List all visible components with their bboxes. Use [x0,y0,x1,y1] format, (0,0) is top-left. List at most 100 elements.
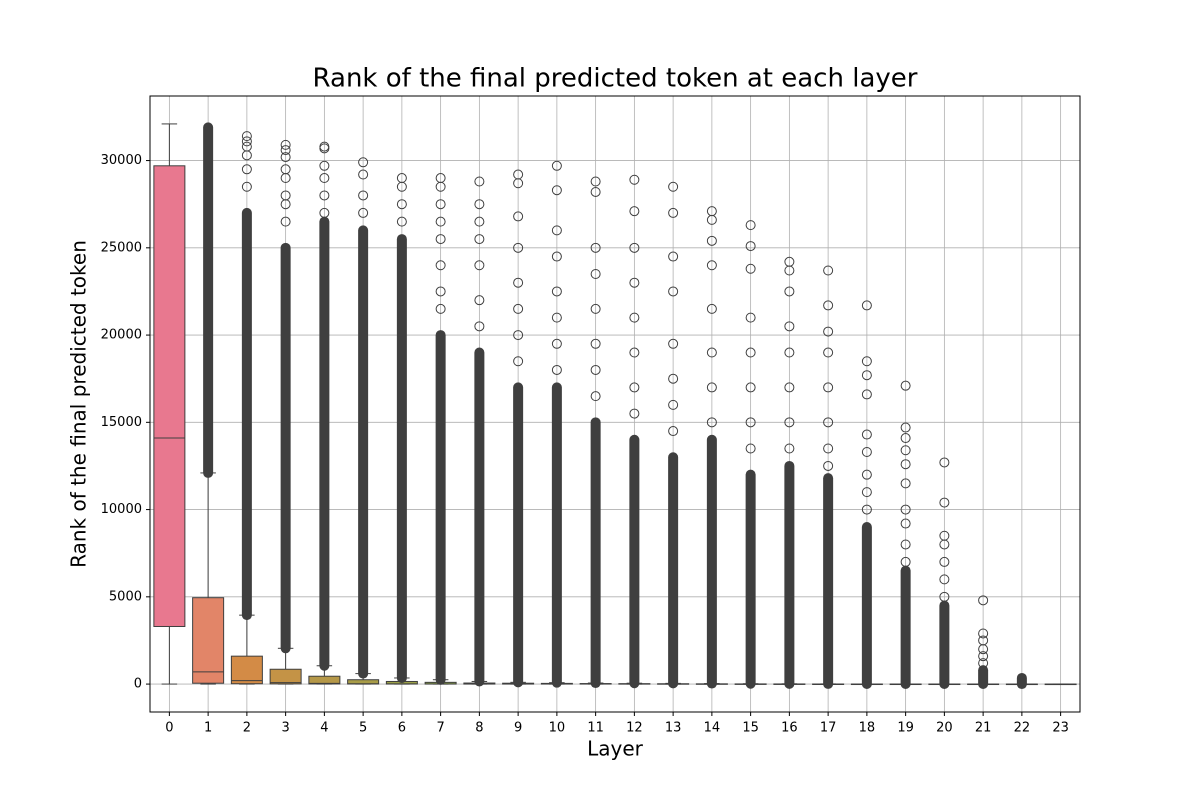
flier [784,286,795,297]
flier [551,160,562,171]
flier [668,338,679,349]
y-tick-label: 15000 [101,415,142,430]
x-tick-label: 1 [204,721,212,736]
flier [900,539,911,550]
flier [823,460,834,471]
flier [823,417,834,428]
flier [513,169,524,180]
y-tick-label: 25000 [101,240,142,255]
flier [900,478,911,489]
flier [241,181,252,192]
flier [861,446,872,457]
flier [784,417,795,428]
x-axis-label: Layer [587,737,644,761]
y-axis-label: Rank of the final predicted token [67,240,91,568]
flier [668,251,679,262]
flier [939,556,950,567]
flier [590,303,601,314]
flier [745,382,756,393]
flier [396,216,407,227]
flier [474,234,485,245]
flier [513,330,524,341]
flier [706,235,717,246]
x-tick-label: 10 [549,721,566,736]
flier [706,206,717,217]
flier [861,504,872,515]
flier [784,347,795,358]
x-tick-label: 17 [820,721,837,736]
x-tick-label: 22 [1014,721,1031,736]
box [192,597,225,684]
flier [590,364,601,375]
flier [513,211,524,222]
flier [900,433,911,444]
flier [280,216,291,227]
y-tick-label: 0 [134,677,142,692]
flier [939,530,950,541]
flier [861,487,872,498]
flier [784,443,795,454]
flier [629,242,640,253]
flier [900,518,911,529]
flier [435,303,446,314]
flier [823,265,834,276]
flier [241,136,252,147]
x-tick-label: 23 [1052,721,1069,736]
flier [745,263,756,274]
x-tick-label: 3 [281,721,289,736]
x-tick-label: 18 [859,721,876,736]
flier [590,176,601,187]
x-tick-label: 8 [475,721,483,736]
flier [551,286,562,297]
flier [668,181,679,192]
flier [358,169,369,180]
flier [823,443,834,454]
flier [629,382,640,393]
flier [900,380,911,391]
flier [629,408,640,419]
y-tick-label: 5000 [109,589,142,604]
flier [551,312,562,323]
flier [939,574,950,585]
flier [823,300,834,311]
flier [590,338,601,349]
flier [474,295,485,306]
flier [319,173,330,184]
x-tick-label: 7 [436,721,444,736]
flier [861,356,872,367]
flier [978,628,989,639]
flier [280,164,291,175]
flier [280,139,291,150]
flier [939,457,950,468]
flier [861,469,872,480]
x-tick-label: 12 [626,721,643,736]
flier [706,303,717,314]
flier [745,312,756,323]
flier [706,260,717,271]
flier [319,207,330,218]
flier [784,256,795,267]
flier [241,141,252,152]
y-tick-label: 10000 [101,502,142,517]
x-tick-label: 15 [742,721,759,736]
flier [551,364,562,375]
flier [900,459,911,470]
flier [978,651,989,662]
flier [551,251,562,262]
flier [823,382,834,393]
y-tick-label: 20000 [101,328,142,343]
flier [823,326,834,337]
flier [551,338,562,349]
flier [745,347,756,358]
box [153,165,186,627]
flier [435,260,446,271]
x-tick-label: 19 [897,721,914,736]
flier [513,303,524,314]
flier [861,429,872,440]
flier [629,277,640,288]
flier [978,658,989,669]
flier [706,347,717,358]
flier [474,260,485,271]
flier [435,173,446,184]
flier [745,241,756,252]
